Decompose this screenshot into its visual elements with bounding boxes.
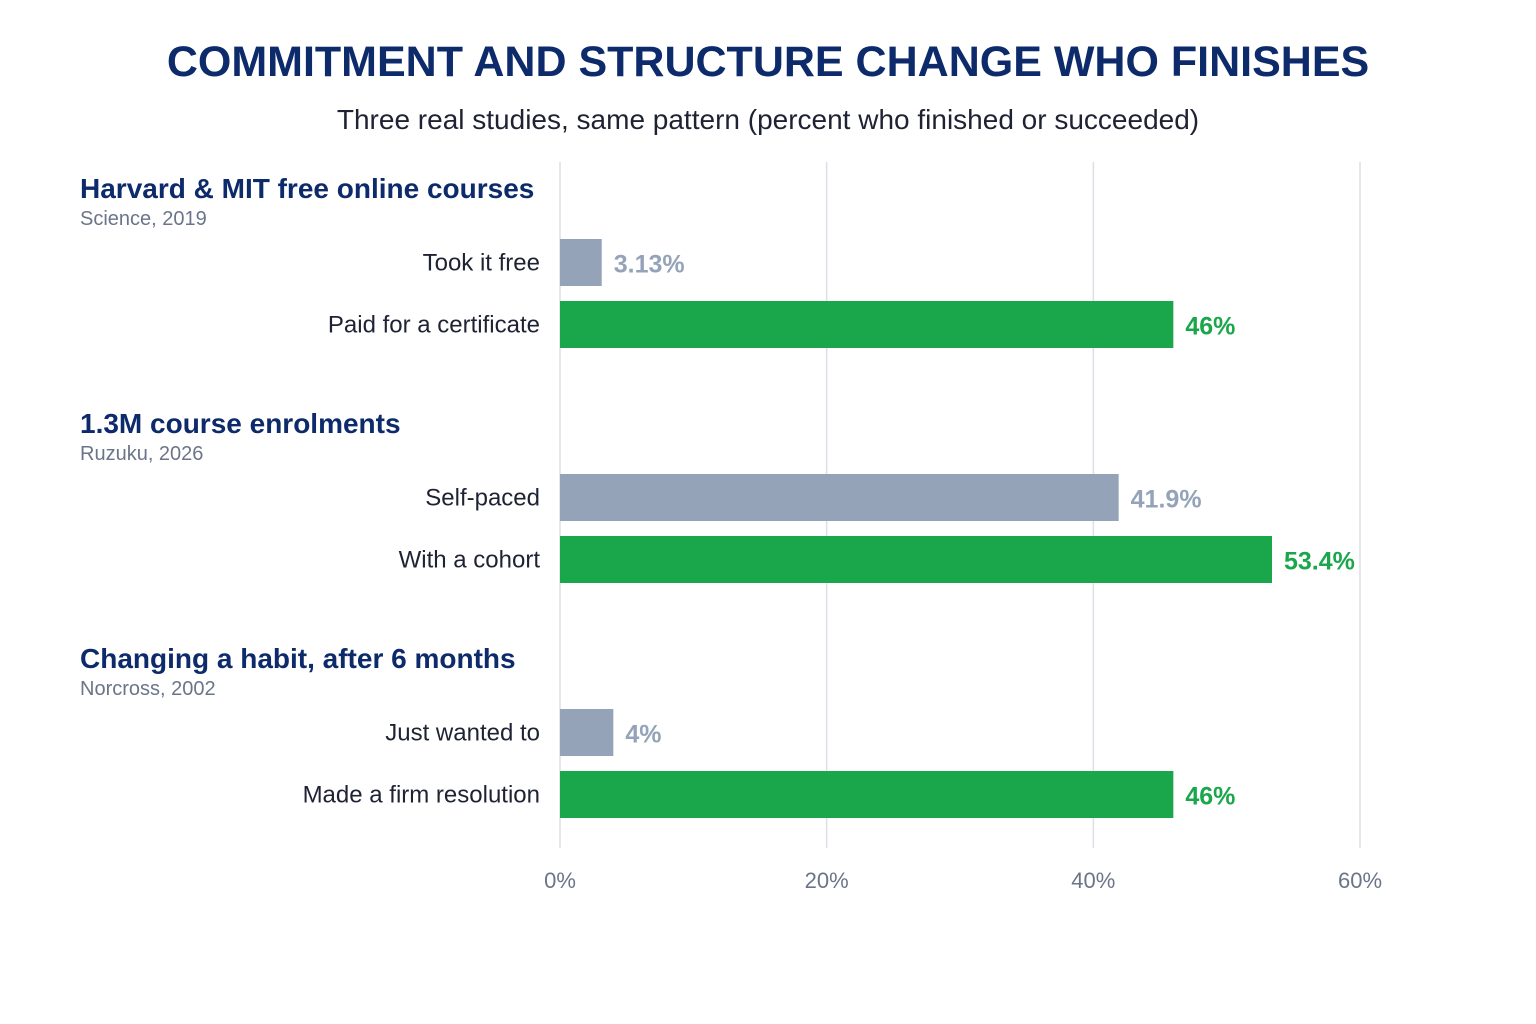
bar-baseline (560, 709, 614, 756)
category-label: Just wanted to (385, 720, 540, 747)
category-label: With a cohort (399, 547, 541, 574)
group-source: Ruzuku, 2026 (80, 443, 203, 465)
bar-baseline (560, 239, 602, 286)
data-label: 46% (1185, 313, 1235, 341)
category-label: Made a firm resolution (303, 782, 540, 809)
x-tick-label: 0% (544, 868, 576, 893)
category-label: Paid for a certificate (328, 312, 540, 339)
category-label: Self-paced (425, 485, 540, 512)
data-label: 46% (1185, 783, 1235, 811)
category-label: Took it free (423, 250, 540, 277)
bar-committed (560, 536, 1272, 583)
chart-subtitle: Three real studies, same pattern (percen… (336, 104, 1200, 135)
data-label: 41.9% (1131, 486, 1202, 514)
group-source: Norcross, 2002 (80, 678, 216, 700)
x-tick-label: 40% (1071, 868, 1115, 893)
x-tick-label: 60% (1338, 868, 1382, 893)
x-tick-label: 20% (805, 868, 849, 893)
group-title: Harvard & MIT free online courses (80, 173, 534, 204)
bar-committed (560, 771, 1174, 818)
data-label: 3.13% (614, 251, 685, 279)
group-title: 1.3M course enrolments (80, 408, 401, 439)
data-label: 53.4% (1284, 548, 1355, 576)
data-label: 4% (625, 721, 661, 749)
group-source: Science, 2019 (80, 208, 207, 230)
group-title: Changing a habit, after 6 months (80, 643, 516, 674)
bar-committed (560, 301, 1174, 348)
bar-baseline (560, 474, 1119, 521)
chart-title: COMMITMENT AND STRUCTURE CHANGE WHO FINI… (166, 38, 1370, 86)
